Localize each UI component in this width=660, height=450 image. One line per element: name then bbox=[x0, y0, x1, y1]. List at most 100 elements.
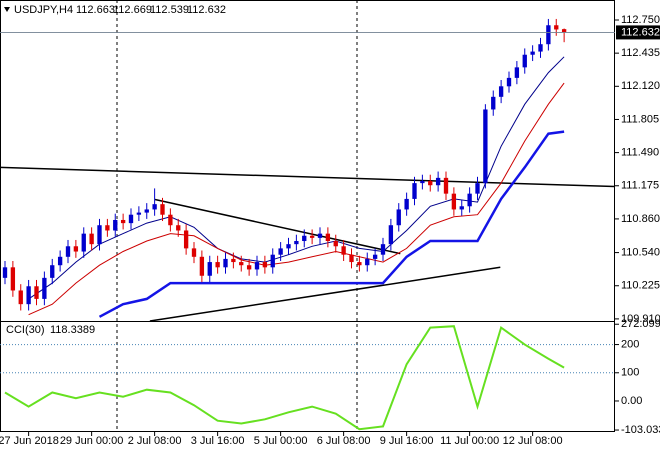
candle-body bbox=[294, 241, 299, 245]
price-label: 112.632 bbox=[621, 26, 660, 38]
y-tick-label: 112.750 bbox=[621, 14, 660, 26]
candle-body bbox=[325, 233, 331, 242]
candle-body bbox=[420, 181, 425, 184]
candle-body bbox=[554, 25, 559, 30]
x-tick-label: 11 Jul 00:00 bbox=[440, 435, 499, 447]
candle-body bbox=[89, 233, 94, 245]
candle-body bbox=[160, 204, 165, 215]
candle-body bbox=[522, 54, 527, 68]
symbol-title: USDJPY,H4 bbox=[14, 4, 73, 16]
candle-body bbox=[302, 235, 307, 242]
candle-body bbox=[113, 219, 118, 231]
candle-body bbox=[333, 241, 338, 247]
y-tick-label: 100 bbox=[621, 367, 639, 379]
header-low: 112.539 bbox=[150, 4, 189, 16]
candle-body bbox=[514, 67, 520, 78]
candle-body bbox=[128, 214, 134, 224]
x-tick-label: 2 Jul 08:00 bbox=[128, 435, 182, 447]
candle-body bbox=[50, 265, 55, 278]
y-tick-label: 112.120 bbox=[621, 80, 660, 92]
y-tick-label: 111.490 bbox=[621, 147, 659, 159]
candle-body bbox=[357, 262, 362, 266]
candle-body bbox=[231, 258, 236, 263]
candle-body bbox=[546, 25, 551, 45]
candle-body bbox=[34, 286, 39, 299]
candle-body bbox=[168, 214, 173, 226]
trend-line bbox=[154, 198, 401, 255]
trend-line bbox=[149, 266, 501, 322]
candle-body bbox=[467, 193, 472, 207]
candle-body bbox=[223, 258, 228, 268]
indicator-line bbox=[28, 56, 565, 300]
candle-body bbox=[349, 254, 354, 263]
candle-body bbox=[199, 256, 205, 276]
candle-body bbox=[262, 262, 268, 268]
candle-body bbox=[144, 209, 149, 213]
candle-body bbox=[2, 267, 8, 278]
candle-body bbox=[183, 230, 189, 249]
candle-body bbox=[561, 29, 567, 33]
candle-body bbox=[435, 177, 441, 186]
cci-value: 118.3389 bbox=[50, 324, 95, 336]
candle-body bbox=[451, 193, 457, 210]
x-tick-label: 12 Jul 08:00 bbox=[503, 435, 563, 447]
candle-body bbox=[317, 233, 323, 238]
candle-body bbox=[404, 198, 409, 210]
x-tick-label: 29 Jun 00:00 bbox=[60, 435, 124, 447]
candle-body bbox=[176, 225, 181, 231]
candle-body bbox=[459, 206, 464, 210]
candle-body bbox=[365, 258, 370, 266]
header-high: 112.669 bbox=[113, 4, 152, 16]
candle-body bbox=[270, 254, 275, 268]
y-tick-label: 200 bbox=[621, 338, 639, 350]
candle-body bbox=[120, 219, 126, 224]
frame bbox=[0, 0, 615, 432]
candle-body bbox=[26, 286, 31, 305]
candle-body bbox=[286, 244, 291, 249]
candle-body bbox=[341, 246, 346, 255]
x-tick-label: 9 Jul 16:00 bbox=[380, 435, 434, 447]
y-tick-label: 109.910 bbox=[621, 313, 660, 325]
x-tick-label: 5 Jul 00:00 bbox=[254, 435, 308, 447]
y-tick-label: 111.175 bbox=[621, 180, 659, 192]
candle-body bbox=[278, 248, 283, 255]
candle-body bbox=[191, 248, 197, 257]
y-tick-label: 111.805 bbox=[621, 113, 659, 125]
candle-body bbox=[57, 256, 63, 266]
x-tick-label: 27 Jun 2018 bbox=[0, 435, 59, 447]
x-tick-label: 3 Jul 16:00 bbox=[191, 435, 245, 447]
candle-body bbox=[105, 225, 110, 231]
candle-body bbox=[309, 235, 315, 238]
indicator-line bbox=[98, 130, 565, 318]
candle-body bbox=[73, 246, 79, 252]
candle-body bbox=[412, 183, 417, 199]
y-tick-label: -103.0336 bbox=[621, 424, 660, 436]
price-box bbox=[616, 25, 660, 40]
candle-body bbox=[498, 86, 504, 97]
candle-body bbox=[65, 246, 71, 257]
y-tick-label: 0.00 bbox=[621, 395, 642, 407]
candle-body bbox=[428, 181, 433, 186]
candle-body bbox=[10, 267, 16, 291]
x-tick-label: 6 Jul 08:00 bbox=[317, 435, 371, 447]
header-open: 112.663 bbox=[76, 4, 115, 16]
candle-body bbox=[380, 244, 386, 255]
candle-body bbox=[443, 177, 449, 194]
y-tick-label: 110.540 bbox=[621, 246, 660, 258]
candle-body bbox=[396, 209, 401, 226]
candle-body bbox=[136, 212, 142, 215]
candle-body bbox=[81, 233, 86, 252]
cci-title: CCI(30) bbox=[6, 324, 45, 336]
candle-body bbox=[152, 204, 157, 210]
collapse-icon bbox=[4, 7, 10, 12]
candle-body bbox=[475, 183, 480, 194]
candle-body bbox=[207, 262, 212, 276]
y-tick-label: 110.860 bbox=[621, 213, 660, 225]
candle-body bbox=[254, 262, 260, 270]
indicator-line bbox=[28, 82, 565, 316]
candle-body bbox=[215, 262, 220, 268]
candle-body bbox=[388, 225, 394, 245]
candle-body bbox=[239, 262, 244, 266]
y-tick-label: 110.225 bbox=[621, 280, 660, 292]
